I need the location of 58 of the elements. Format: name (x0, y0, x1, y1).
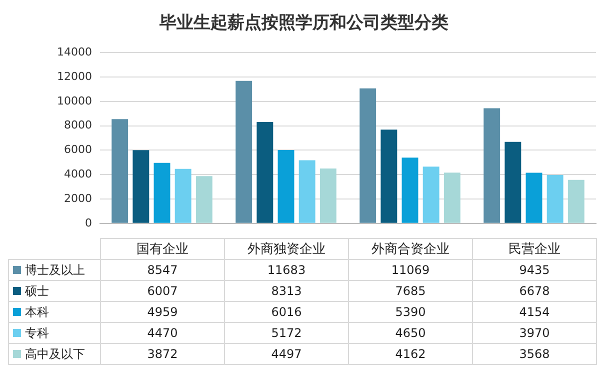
bar (112, 119, 128, 223)
x-tick-label: 外商合资企业 (348, 238, 472, 260)
bar (526, 172, 542, 223)
y-tick-label: 6000 (64, 143, 92, 156)
data-label: 9435 (472, 260, 596, 280)
bar (132, 150, 150, 223)
chart-title: 毕业生起薪点按照学历和公司类型分类 (158, 12, 450, 35)
data-label: 7685 (348, 280, 472, 302)
y-tick-label: 4000 (64, 167, 92, 180)
data-label: 4497 (224, 344, 348, 364)
bar (320, 168, 336, 223)
data-label: 4162 (348, 344, 472, 364)
bar (444, 172, 460, 223)
data-label: 6007 (100, 280, 224, 302)
bar (360, 88, 376, 223)
data-label: 6678 (472, 280, 596, 302)
y-tick-label: 2000 (64, 192, 92, 205)
bar (402, 158, 418, 223)
y-tick-label: 14000 (57, 45, 92, 58)
bar (568, 180, 584, 223)
data-label: 3872 (100, 344, 224, 364)
bar (174, 168, 192, 223)
legend-label: 本科 (25, 304, 49, 318)
data-label: 3970 (472, 322, 596, 344)
legend-label: 专科 (25, 326, 49, 340)
data-label: 8313 (224, 280, 348, 302)
y-tick-label: 12000 (57, 70, 92, 83)
legend-label: 硕士 (25, 284, 49, 298)
bar (504, 142, 522, 223)
y-tick-label: 10000 (57, 94, 92, 108)
data-label: 11069 (348, 260, 472, 280)
data-label: 5390 (348, 302, 472, 322)
data-label: 5172 (224, 322, 348, 344)
data-label: 3568 (472, 344, 596, 364)
legend-label: 高中及以下 (25, 346, 85, 360)
data-label: 8547 (100, 260, 224, 280)
x-tick-label: 国有企业 (100, 238, 224, 260)
bar (256, 122, 274, 223)
bar (278, 150, 294, 223)
data-label: 4959 (100, 302, 224, 322)
bar (154, 162, 170, 223)
data-label: 4470 (100, 322, 224, 344)
bar (196, 176, 212, 223)
data-label: 4154 (472, 302, 596, 322)
data-label: 6016 (224, 302, 348, 322)
data-label: 4650 (348, 322, 472, 344)
bar (236, 80, 252, 223)
x-tick-label: 民营企业 (472, 238, 596, 260)
y-tick-label: 0 (85, 216, 92, 230)
legend-label: 博士及以上 (25, 262, 85, 276)
bar (380, 130, 398, 223)
bar (484, 108, 500, 223)
y-tick-label: 8000 (64, 118, 92, 132)
bar (546, 174, 564, 223)
x-tick-label: 外商独资企业 (224, 238, 348, 260)
data-label: 11683 (224, 260, 348, 280)
bar (298, 160, 316, 223)
bar (422, 166, 440, 223)
